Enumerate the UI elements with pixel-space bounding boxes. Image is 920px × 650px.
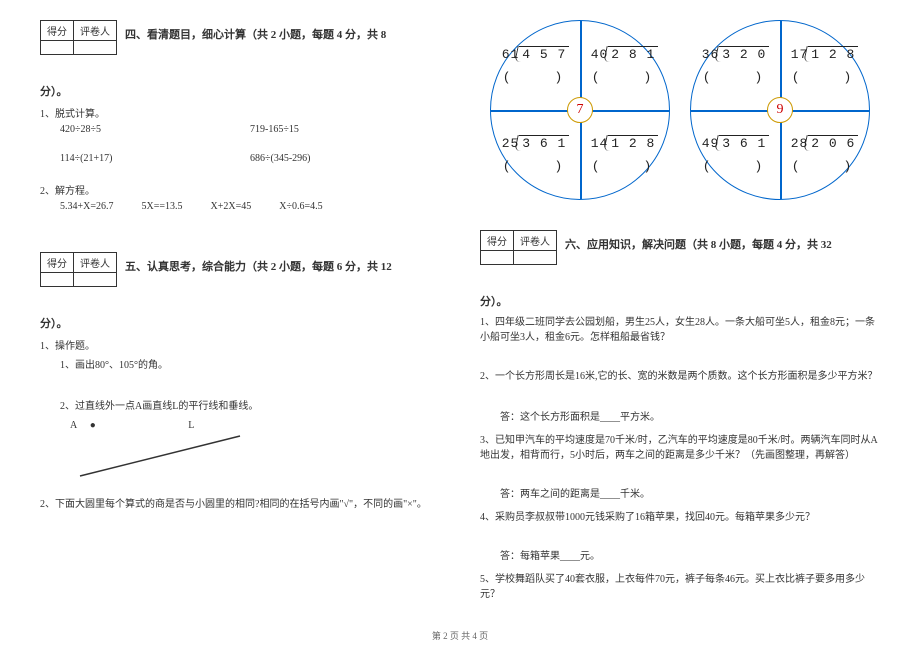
section4-title: 四、看清题目，细心计算（共 2 小题，每题 4 分，共 8 [125,20,386,42]
div-r-tr: 171 2 8 [791,46,859,62]
q5: 5、学校舞蹈队买了40套衣服，上衣每件70元，裤子每条46元。买上衣比裤子要多用… [480,572,880,602]
q3-ans: 答：两车之间的距离是____千米。 [500,485,880,500]
section6-header: 得分 评卷人 六、应用知识，解决问题（共 8 小题，每题 4 分，共 32 [480,230,880,265]
paren-r-tl: ( ) [703,66,769,85]
quad-r-br: 282 0 6 ( ) [780,110,869,199]
eq-row: 5.34+X=26.7 5X==13.5 X+2X=45 X÷0.6=4.5 [60,201,440,212]
quad-r-tr: 171 2 8 ( ) [780,21,869,110]
grader-blank [74,41,117,55]
s5-sub1: 1、画出80°、105°的角。 [60,356,440,371]
calc-a: 420÷28÷5 [60,124,250,135]
eq-a: 5.34+X=26.7 [60,201,114,212]
section4-title-cont: 分）。 [40,83,440,99]
paren-l-tr: ( ) [592,66,658,85]
section6-title-cont: 分）。 [480,293,880,309]
s5-item2: 2、下面大圆里每个算式的商是否与小圆里的相同?相同的在括号内画"√"，不同的画"… [40,495,440,510]
s4-item1: 1、脱式计算。 [40,105,440,120]
left-column: 得分 评卷人 四、看清题目，细心计算（共 2 小题，每题 4 分，共 8 分）。… [40,20,440,600]
calc-c: 114÷(21+17) [60,153,250,164]
line-drawing: A ● L [70,420,440,481]
div-l-tr: 402 8 1 [591,46,659,62]
score-box: 得分 评卷人 [40,20,117,55]
q2: 2、一个长方形周长是16米,它的长、宽的米数是两个质数。这个长方形面积是多少平方… [480,369,880,384]
quad-r-bl: 493 6 1 ( ) [691,110,780,199]
calc-b: 719-165÷15 [250,124,440,135]
section5-title: 五、认真思考，综合能力（共 2 小题，每题 6 分，共 12 [125,252,392,274]
line-svg [70,431,250,481]
q1: 1、四年级二班同学去公园划船，男生25人，女生28人。一条大船可坐5人，租金8元… [480,315,880,345]
circles-container: 7 614 5 7 ( ) 402 8 1 ( ) 253 6 1 ( ) 14… [480,20,880,200]
section5-header: 得分 评卷人 五、认真思考，综合能力（共 2 小题，每题 6 分，共 12 [40,252,440,287]
div-r-bl: 493 6 1 [702,135,770,151]
grader-label-6: 评卷人 [514,231,557,251]
quad-r-tl: 363 2 0 ( ) [691,21,780,110]
score-label-5: 得分 [41,253,74,273]
page-footer: 第 2 页 共 4 页 [0,629,920,642]
div-r-tl: 363 2 0 [702,46,770,62]
score-blank [41,41,74,55]
s4-item2: 2、解方程。 [40,182,440,197]
quad-l-tl: 614 5 7 ( ) [491,21,580,110]
q3: 3、已知甲汽车的平均速度是70千米/时，乙汽车的平均速度是80千米/时。两辆汽车… [480,433,880,463]
quad-l-br: 141 2 8 ( ) [580,110,669,199]
div-l-bl: 253 6 1 [502,135,570,151]
score-label-6: 得分 [481,231,514,251]
q4-ans: 答：每箱苹果____元。 [500,547,880,562]
score-label: 得分 [41,21,74,41]
s5-item1: 1、操作题。 [40,337,440,352]
q4: 4、采购员李叔叔带1000元钱采购了16箱苹果，找回40元。每箱苹果多少元？ [480,510,880,525]
q2-ans: 答：这个长方形面积是____平方米。 [500,408,880,423]
point-a-label: A [70,420,77,431]
eq-d: X÷0.6=4.5 [279,201,322,212]
section4-header: 得分 评卷人 四、看清题目，细心计算（共 2 小题，每题 4 分，共 8 [40,20,440,55]
page-container: 得分 评卷人 四、看清题目，细心计算（共 2 小题，每题 4 分，共 8 分）。… [40,20,880,600]
paren-l-tl: ( ) [503,66,569,85]
paren-r-tr: ( ) [792,66,858,85]
point-a-dot: ● [90,420,96,431]
score-box-6: 得分 评卷人 [480,230,557,265]
eq-b: 5X==13.5 [142,201,183,212]
paren-r-bl: ( ) [703,155,769,174]
paren-r-br: ( ) [792,155,858,174]
s5-sub2: 2、过直线外一点A画直线L的平行线和垂线。 [60,397,440,412]
score-box-5: 得分 评卷人 [40,252,117,287]
grader-label: 评卷人 [74,21,117,41]
big-circle-left: 7 614 5 7 ( ) 402 8 1 ( ) 253 6 1 ( ) 14… [490,20,670,200]
paren-l-br: ( ) [592,155,658,174]
calc-row-1: 420÷28÷5 719-165÷15 [60,124,440,135]
div-r-br: 282 0 6 [791,135,859,151]
section6-title: 六、应用知识，解决问题（共 8 小题，每题 4 分，共 32 [565,230,832,252]
quad-l-tr: 402 8 1 ( ) [580,21,669,110]
div-l-br: 141 2 8 [591,135,659,151]
calc-row-2: 114÷(21+17) 686÷(345-296) [60,153,440,164]
calc-d: 686÷(345-296) [250,153,440,164]
line-l-label: L [188,420,194,431]
right-column: 7 614 5 7 ( ) 402 8 1 ( ) 253 6 1 ( ) 14… [480,20,880,600]
div-l-tl: 614 5 7 [502,46,570,62]
quad-l-bl: 253 6 1 ( ) [491,110,580,199]
grader-label-5: 评卷人 [74,253,117,273]
section5-title-cont: 分）。 [40,315,440,331]
paren-l-bl: ( ) [503,155,569,174]
big-circle-right: 9 363 2 0 ( ) 171 2 8 ( ) 493 6 1 ( ) 28… [690,20,870,200]
eq-c: X+2X=45 [211,201,252,212]
